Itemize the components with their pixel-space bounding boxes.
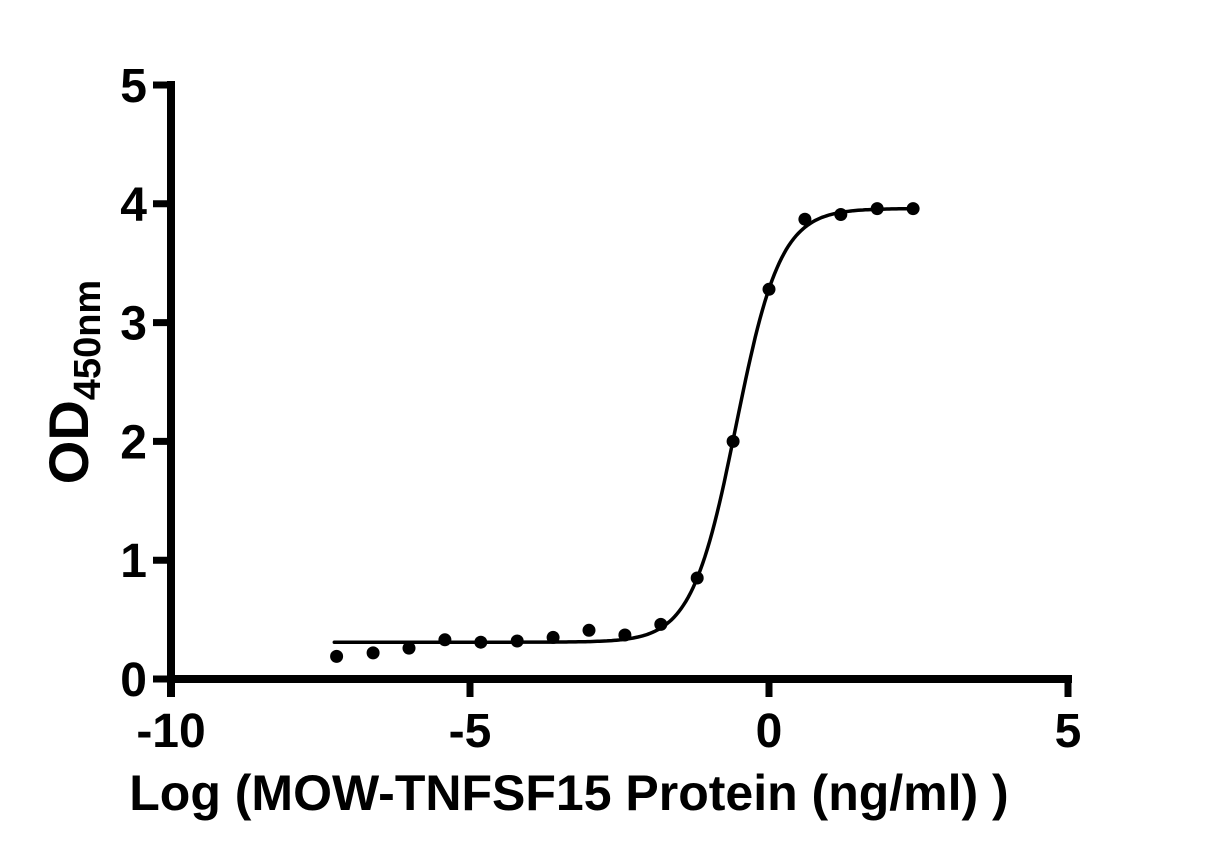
y-axis-title: OD450nm bbox=[37, 280, 109, 484]
y-axis-title-subscript: 450nm bbox=[67, 280, 109, 400]
y-tick-label: 1 bbox=[120, 535, 147, 588]
data-point bbox=[330, 649, 344, 663]
fit-curve bbox=[332, 206, 915, 644]
data-point bbox=[798, 212, 812, 226]
y-tick-label: 5 bbox=[120, 60, 147, 113]
y-axis-title-main: OD bbox=[37, 400, 100, 484]
y-tick-label: 3 bbox=[120, 298, 147, 351]
x-tick-label: -10 bbox=[136, 705, 205, 758]
data-point bbox=[834, 208, 848, 221]
data-point bbox=[762, 282, 776, 296]
x-axis-title: Log (MOW-TNFSF15 Protein (ng/ml) ) bbox=[129, 765, 1008, 821]
axes bbox=[167, 81, 1072, 697]
data-point bbox=[618, 628, 632, 642]
data-point bbox=[654, 617, 668, 631]
data-point bbox=[726, 434, 740, 448]
x-tick-label: 0 bbox=[756, 705, 783, 758]
data-point bbox=[870, 202, 884, 216]
data-point bbox=[438, 633, 452, 647]
data-point bbox=[402, 641, 416, 655]
data-point bbox=[582, 623, 596, 637]
axis-ticks bbox=[153, 81, 1072, 697]
x-tick-label: 5 bbox=[1055, 705, 1082, 758]
fit-curve-layer bbox=[332, 206, 915, 644]
data-point bbox=[510, 634, 524, 648]
data-point bbox=[546, 630, 560, 644]
y-tick-label: 2 bbox=[120, 416, 147, 469]
data-point bbox=[906, 202, 920, 216]
tick-labels: -10 -5 0 5 0 1 2 3 4 5 bbox=[120, 60, 1081, 758]
data-point-layer bbox=[330, 202, 920, 663]
data-point bbox=[690, 571, 704, 585]
data-point bbox=[366, 646, 380, 660]
data-point bbox=[474, 635, 488, 649]
x-tick-label: -5 bbox=[449, 705, 492, 758]
y-tick-label: 0 bbox=[120, 654, 147, 707]
y-tick-label: 4 bbox=[120, 179, 147, 232]
